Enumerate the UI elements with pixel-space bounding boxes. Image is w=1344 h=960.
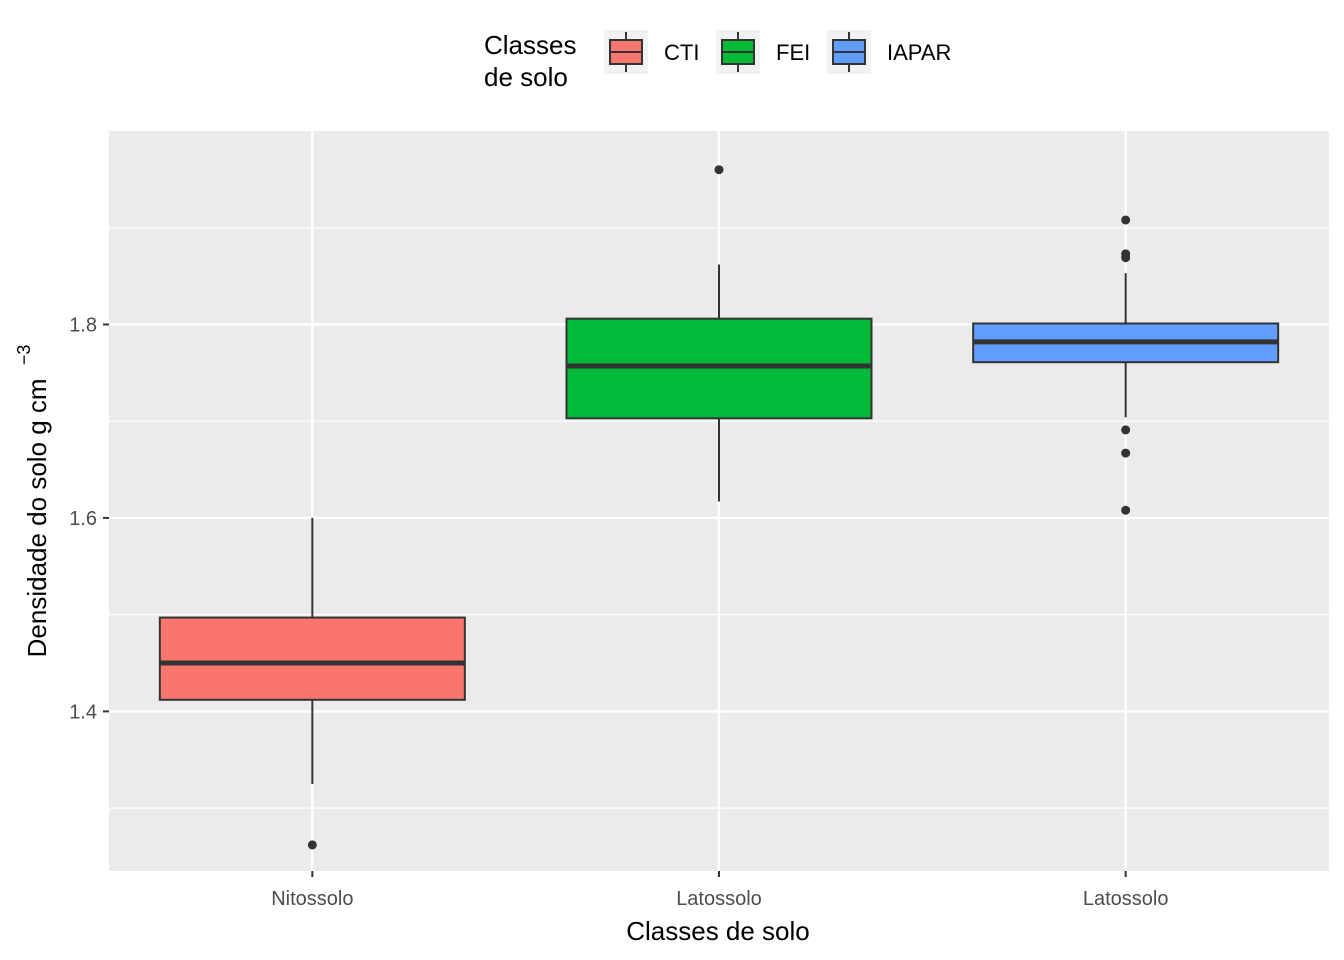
x-tick-label: Nitossolo (271, 888, 353, 910)
legend: Classes de solo CTI FEI IAPAR (484, 30, 951, 92)
y-axis: 1.4 1.6 1.8 (69, 314, 109, 723)
box-cti (158, 517, 466, 850)
legend-label: IAPAR (887, 40, 951, 65)
x-tick-label: Latossolo (1083, 888, 1169, 910)
box-fei (565, 165, 873, 502)
outlier-point (714, 165, 724, 175)
outlier-point (1121, 448, 1131, 458)
outlier-point (1121, 253, 1131, 263)
x-tick-label: Latossolo (676, 888, 762, 910)
legend-label: FEI (776, 40, 810, 65)
legend-key-cti: CTI (604, 30, 699, 74)
legend-key-fei: FEI (716, 30, 810, 74)
outlier-point (1121, 505, 1131, 515)
box-series (158, 165, 1280, 850)
legend-title: Classes de solo (484, 30, 584, 92)
legend-label: CTI (664, 40, 699, 65)
outlier-point (1121, 425, 1131, 435)
outlier-point (307, 840, 317, 850)
y-axis-title-superscript: −3 (14, 345, 34, 366)
box-body (158, 616, 466, 701)
y-tick-label: 1.4 (69, 701, 97, 723)
legend-key-iapar: IAPAR (827, 30, 951, 74)
box-iapar (972, 215, 1280, 515)
y-axis-title-text: Densidade do solo g cm (22, 378, 52, 657)
x-axis: Nitossolo Latossolo Latossolo (271, 871, 1168, 910)
y-tick-label: 1.6 (69, 508, 97, 530)
legend-title-line-1: Classes (484, 30, 576, 60)
y-tick-label: 1.8 (69, 314, 97, 336)
y-axis-title: Densidade do solo g cm −3 (14, 345, 52, 658)
x-axis-title: Classes de solo (626, 916, 810, 946)
legend-title-line-2: de solo (484, 62, 568, 92)
outlier-point (1121, 215, 1131, 225)
